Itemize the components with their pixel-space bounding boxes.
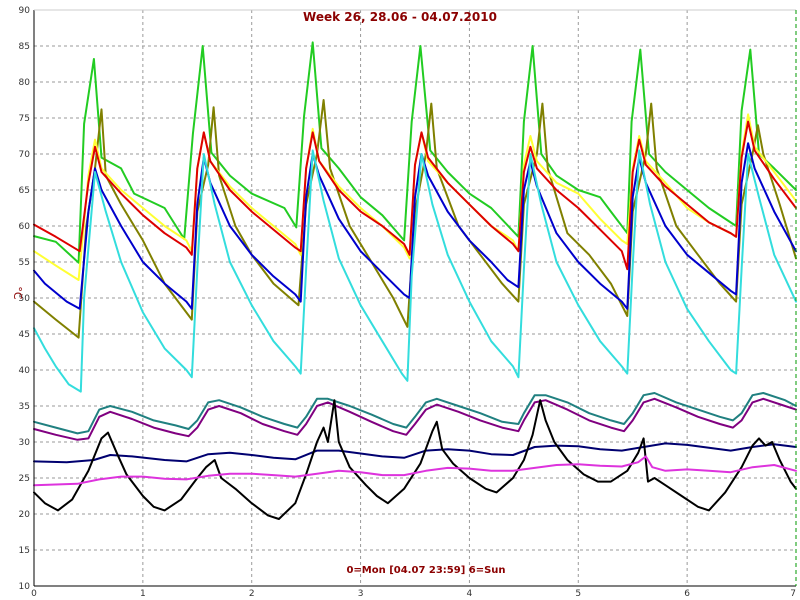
y-tick-label-40: 40 [19,366,31,376]
series-line-black [33,399,797,520]
y-tick-label-65: 65 [19,186,30,196]
y-tick-label-50: 50 [19,294,31,304]
y-tick-label-25: 25 [19,474,30,484]
series-line-magenta [33,455,797,487]
y-tick-label-90: 90 [19,6,31,16]
y-tick-label-80: 80 [19,78,31,88]
y-tick-label-55: 55 [19,258,30,268]
series-line-blue [33,142,797,310]
x-tick-label-5: 5 [575,589,581,599]
y-tick-label-60: 60 [19,222,31,232]
series-line-purple [33,397,797,441]
y-tick-label-30: 30 [19,438,31,448]
x-tick-label-6: 6 [684,589,690,599]
x-tick-label-0: 0 [31,589,37,599]
y-tick-label-35: 35 [19,402,30,412]
series-line-green [33,41,797,264]
chart-title: Week 26, 28.06 - 04.07.2010 [303,10,497,24]
y-tick-label-85: 85 [19,42,30,52]
series-line-red [33,120,797,271]
x-tick-label-3: 3 [358,589,364,599]
x-tick-label-7: 7 [790,589,796,599]
x-axis-label: 0=Mon [04.07 23:59] 6=Sun [346,565,505,576]
y-tick-label-10: 10 [19,582,31,592]
series-line-cyan [33,149,797,393]
y-tick-label-75: 75 [19,114,30,124]
y-axis-label: °C [11,286,24,300]
y-tick-label-45: 45 [19,330,30,340]
series-lines [33,41,797,520]
x-tick-label-4: 4 [467,589,473,599]
x-tick-label-2: 2 [249,589,255,599]
y-tick-label-70: 70 [19,150,31,160]
series-line-teal [33,392,797,435]
x-tick-label-1: 1 [140,589,146,599]
y-tick-label-20: 20 [19,510,31,520]
y-tick-label-15: 15 [19,546,30,556]
